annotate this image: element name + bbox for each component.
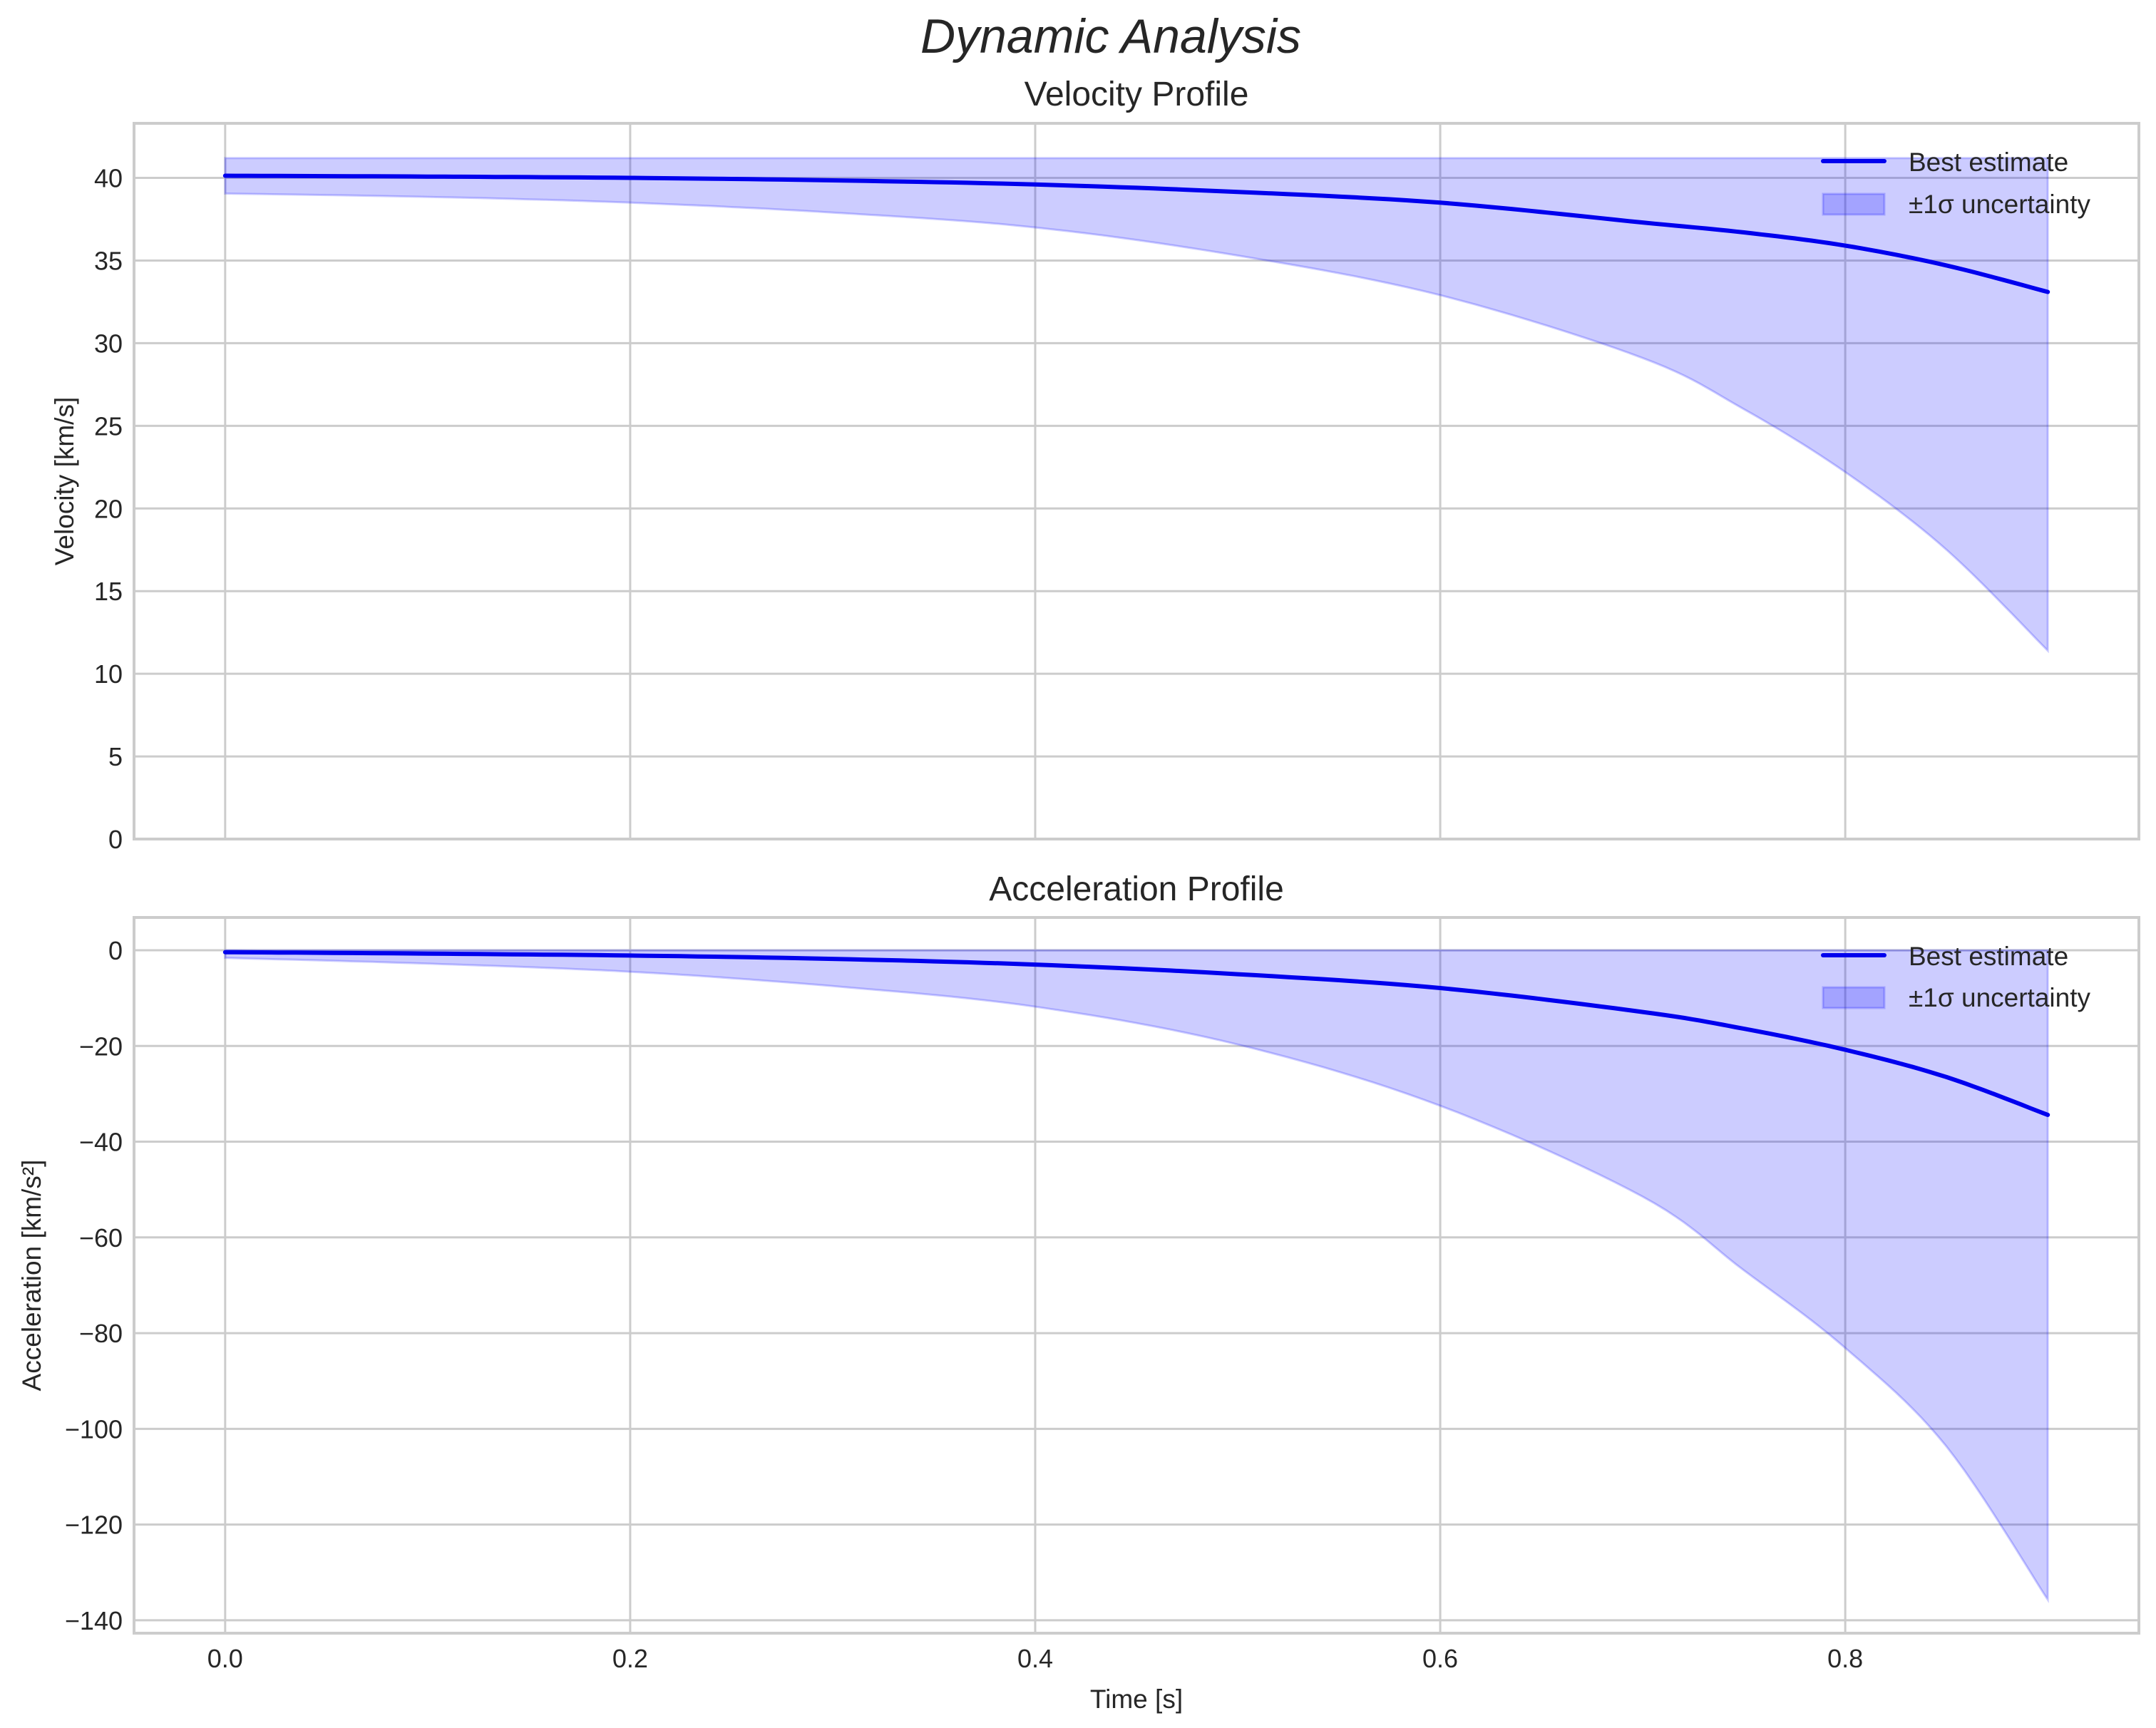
x-tick-label: 0.4 <box>1017 1644 1053 1673</box>
y-tick-label: −140 <box>65 1606 123 1635</box>
velocity-best-estimate-line <box>222 173 2050 294</box>
acceleration-panel-title: Acceleration Profile <box>989 870 1284 908</box>
legend-label-best-estimate: Best estimate <box>1909 148 2068 177</box>
y-tick-label: 0 <box>108 825 123 854</box>
y-tick-label: −20 <box>79 1032 123 1061</box>
velocity-legend: Best estimate ±1σ uncertainty <box>1821 148 2090 219</box>
velocity-axes-frame <box>133 122 2140 840</box>
velocity-y-tick-labels: 0 5 10 15 20 25 30 35 40 <box>94 164 123 854</box>
legend-band-swatch-icon <box>1822 192 1886 216</box>
x-tick-label: 0.0 <box>207 1644 243 1673</box>
acceleration-y-tick-labels: 0 −20 −40 −60 −80 −100 −120 −140 <box>65 936 123 1635</box>
legend-label-uncertainty: ±1σ uncertainty <box>1909 190 2090 219</box>
acceleration-panel: Acceleration Profile 0 −20 −40 −60 −80 −100 −1… <box>17 870 2140 1714</box>
velocity-panel-title: Velocity Profile <box>1025 76 1249 113</box>
y-tick-label: −120 <box>65 1511 123 1540</box>
y-tick-label: 25 <box>94 411 123 441</box>
y-tick-label: 20 <box>94 494 123 523</box>
y-tick-label: 15 <box>94 577 123 606</box>
legend-band-swatch-icon <box>1822 986 1886 1009</box>
time-x-axis-label: Time [s] <box>1090 1685 1183 1714</box>
x-tick-label: 0.2 <box>612 1644 648 1673</box>
velocity-y-axis-label: Velocity [km/s] <box>50 397 79 565</box>
velocity-uncertainty-band <box>224 157 2049 654</box>
y-tick-label: 10 <box>94 659 123 689</box>
y-tick-label: 0 <box>108 936 123 965</box>
y-tick-label: −60 <box>79 1223 123 1253</box>
x-tick-label: 0.8 <box>1827 1644 1863 1673</box>
acceleration-y-axis-label: Acceleration [km/s²] <box>17 1160 46 1392</box>
y-tick-label: 35 <box>94 246 123 275</box>
legend-label-uncertainty: ±1σ uncertainty <box>1909 983 2090 1012</box>
y-tick-label: −80 <box>79 1319 123 1348</box>
y-tick-label: 30 <box>94 329 123 358</box>
figure-title: Dynamic Analysis <box>920 9 1301 63</box>
acceleration-axes-frame <box>133 916 2140 1635</box>
x-tick-label: 0.6 <box>1422 1644 1458 1673</box>
y-tick-label: 40 <box>94 164 123 193</box>
y-tick-label: −40 <box>79 1128 123 1157</box>
acceleration-uncertainty-band <box>224 949 2049 1604</box>
acceleration-best-estimate-line <box>222 950 2050 1117</box>
legend-label-best-estimate: Best estimate <box>1909 942 2068 971</box>
y-tick-label: 5 <box>108 742 123 771</box>
y-tick-label: −100 <box>65 1414 123 1444</box>
time-x-tick-labels: 0.0 0.2 0.4 0.6 0.8 <box>207 1644 1863 1673</box>
acceleration-legend: Best estimate ±1σ uncertainty <box>1821 942 2090 1012</box>
velocity-panel: Velocity Profile 0 5 10 15 20 25 30 35 40 Veloci… <box>50 76 2140 854</box>
acceleration-gridlines <box>134 917 2139 1633</box>
